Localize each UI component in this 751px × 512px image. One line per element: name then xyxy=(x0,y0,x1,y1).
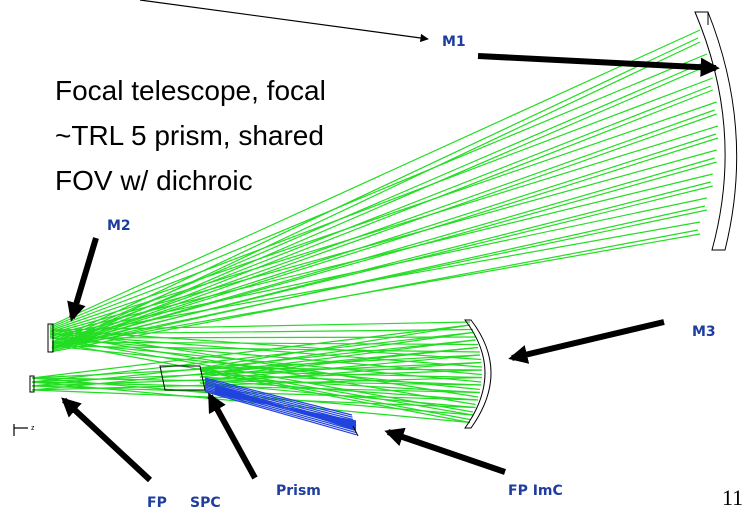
ray xyxy=(31,381,471,424)
ray xyxy=(214,393,357,422)
mirror-m2 xyxy=(47,323,54,353)
ray xyxy=(51,133,717,348)
ray xyxy=(204,386,356,429)
arrow xyxy=(207,392,258,480)
ray xyxy=(204,381,354,423)
arrow xyxy=(477,53,720,77)
arrow xyxy=(61,397,153,483)
mirror-m3 xyxy=(463,319,492,429)
ray xyxy=(49,77,713,330)
ray xyxy=(199,379,479,401)
ray xyxy=(199,331,473,372)
ray xyxy=(49,173,713,336)
label-m1: M1 xyxy=(442,34,466,50)
ray xyxy=(49,125,719,333)
ray xyxy=(51,89,713,349)
ray xyxy=(49,197,708,338)
ray xyxy=(204,380,354,420)
prism xyxy=(159,365,206,391)
note-line: ~TRL 5 prism, shared xyxy=(55,120,324,151)
ray xyxy=(51,109,715,347)
ray xyxy=(49,53,708,329)
fp-imc xyxy=(352,425,359,437)
arrow xyxy=(139,0,429,43)
ray xyxy=(51,341,478,346)
ray xyxy=(199,370,482,379)
ray xyxy=(51,157,715,349)
label-fp-imc: FP ImC xyxy=(508,483,563,499)
ray xyxy=(31,324,471,379)
ray xyxy=(51,328,473,335)
note-line: FOV w/ dichroic xyxy=(55,165,253,196)
ray xyxy=(51,37,699,343)
ray xyxy=(51,329,479,398)
ray xyxy=(51,233,701,349)
mirror-m1 xyxy=(694,11,738,251)
ray xyxy=(51,333,476,406)
ray xyxy=(199,367,473,416)
ray xyxy=(51,161,717,349)
ray xyxy=(49,101,717,332)
arrow xyxy=(384,427,506,475)
ray xyxy=(49,149,717,335)
label-m2: M2 xyxy=(107,218,131,234)
ray xyxy=(199,370,471,424)
ray xyxy=(51,113,717,349)
arrow xyxy=(67,237,99,322)
ray xyxy=(51,61,706,344)
axis-label: z xyxy=(31,425,35,432)
ray xyxy=(51,337,482,376)
label-fp: FP xyxy=(147,495,167,511)
ray xyxy=(51,336,476,339)
ray-trace xyxy=(31,29,719,436)
note-line: Focal telescope, focal xyxy=(55,75,326,106)
ray xyxy=(199,382,476,409)
fp-spc xyxy=(29,375,35,393)
ray xyxy=(51,85,711,345)
ray xyxy=(199,367,482,371)
arrow xyxy=(508,319,665,364)
ray xyxy=(204,377,353,416)
ray xyxy=(204,378,353,418)
ray xyxy=(51,205,706,351)
label-m3: M3 xyxy=(692,324,716,340)
ray xyxy=(204,390,357,436)
ray xyxy=(51,345,480,353)
page-number: 11 xyxy=(722,485,743,510)
label-spc: SPC xyxy=(190,495,221,511)
ray xyxy=(51,321,471,331)
label-prism: Prism xyxy=(276,483,321,499)
ray xyxy=(199,324,471,369)
ray xyxy=(49,29,701,327)
ray xyxy=(49,221,701,339)
ray xyxy=(31,354,480,379)
